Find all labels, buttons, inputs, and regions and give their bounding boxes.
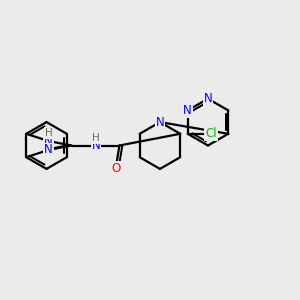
Text: N: N [92, 139, 100, 152]
Text: N: N [44, 134, 53, 148]
Text: N: N [204, 92, 212, 105]
Text: O: O [111, 162, 120, 176]
Text: N: N [156, 116, 164, 129]
Text: N: N [183, 104, 192, 117]
Text: H: H [45, 128, 52, 138]
Text: H: H [92, 133, 100, 143]
Text: N: N [44, 143, 53, 157]
Text: Cl: Cl [205, 127, 217, 140]
